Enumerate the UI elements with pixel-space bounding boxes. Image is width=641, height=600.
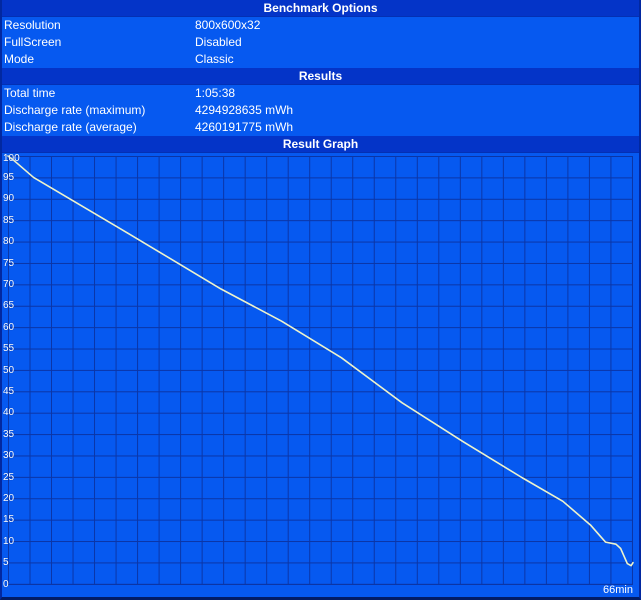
row-value: 1:05:38 [195, 86, 236, 100]
y-tick-label: 45 [3, 385, 15, 397]
result-row: Discharge rate (average) 4260191775 mWh [2, 119, 639, 136]
result-graph-title: Result Graph [282, 137, 359, 151]
y-tick-label: 50 [3, 364, 15, 376]
row-label: Discharge rate (average) [4, 120, 137, 134]
option-row: Mode Classic [2, 51, 639, 68]
option-row: Resolution 800x600x32 [2, 17, 639, 34]
y-tick-label: 60 [3, 321, 15, 333]
y-tick-label: 75 [3, 257, 15, 269]
y-tick-label: 10 [3, 535, 15, 547]
result-graph: 100 95 90 85 80 75 70 65 60 55 50 45 40 35 30 25 20 15 10 5… [2, 153, 639, 597]
row-value: Disabled [195, 35, 242, 49]
y-tick-label: 15 [3, 514, 15, 526]
y-tick-label: 95 [3, 171, 15, 183]
row-label: Mode [4, 52, 35, 66]
row-value: 4294928635 mWh [195, 103, 294, 117]
y-tick-label: 40 [3, 407, 15, 419]
y-tick-label: 65 [3, 300, 15, 312]
result-row: Total time 1:05:38 [2, 85, 639, 102]
section-header-result-graph: Result Graph [2, 136, 639, 153]
section-header-benchmark-options: Benchmark Options [2, 0, 639, 17]
result-row: Discharge rate (maximum) 4294928635 mWh [2, 102, 639, 119]
y-tick-label: 80 [3, 236, 15, 248]
row-value: 4260191775 mWh [195, 120, 294, 134]
y-tick-label: 25 [3, 471, 15, 483]
y-tick-label: 5 [3, 557, 9, 569]
y-tick-label: 90 [3, 193, 15, 205]
y-tick-label: 20 [3, 492, 15, 504]
y-tick-label: 55 [3, 343, 15, 355]
y-tick-label: 85 [3, 214, 15, 226]
row-value: Classic [195, 52, 234, 66]
plot-grid [8, 156, 633, 585]
row-label: Discharge rate (maximum) [4, 103, 146, 117]
row-label: Resolution [4, 18, 61, 32]
option-row: FullScreen Disabled [2, 34, 639, 51]
x-axis-end-label: 66min [603, 584, 633, 596]
battery-line-polyline [7, 155, 634, 567]
y-tick-label: 100 [3, 153, 20, 164]
benchmark-options-table: Resolution 800x600x32 FullScreen Disabled Mo… [2, 17, 639, 68]
y-tick-label: 35 [3, 428, 15, 440]
y-tick-label: 30 [3, 450, 15, 462]
row-label: Total time [4, 86, 56, 100]
y-tick-label: 0 [3, 578, 9, 590]
y-tick-label: 70 [3, 278, 15, 290]
benchmark-options-title: Benchmark Options [263, 1, 378, 15]
row-label: FullScreen [4, 35, 62, 49]
results-title: Results [298, 69, 343, 83]
section-header-results: Results [2, 68, 639, 85]
row-value: 800x600x32 [195, 18, 261, 32]
battery-discharge-line [7, 155, 634, 567]
results-table: Total time 1:05:38 Discharge rate (maximum… [2, 85, 639, 136]
